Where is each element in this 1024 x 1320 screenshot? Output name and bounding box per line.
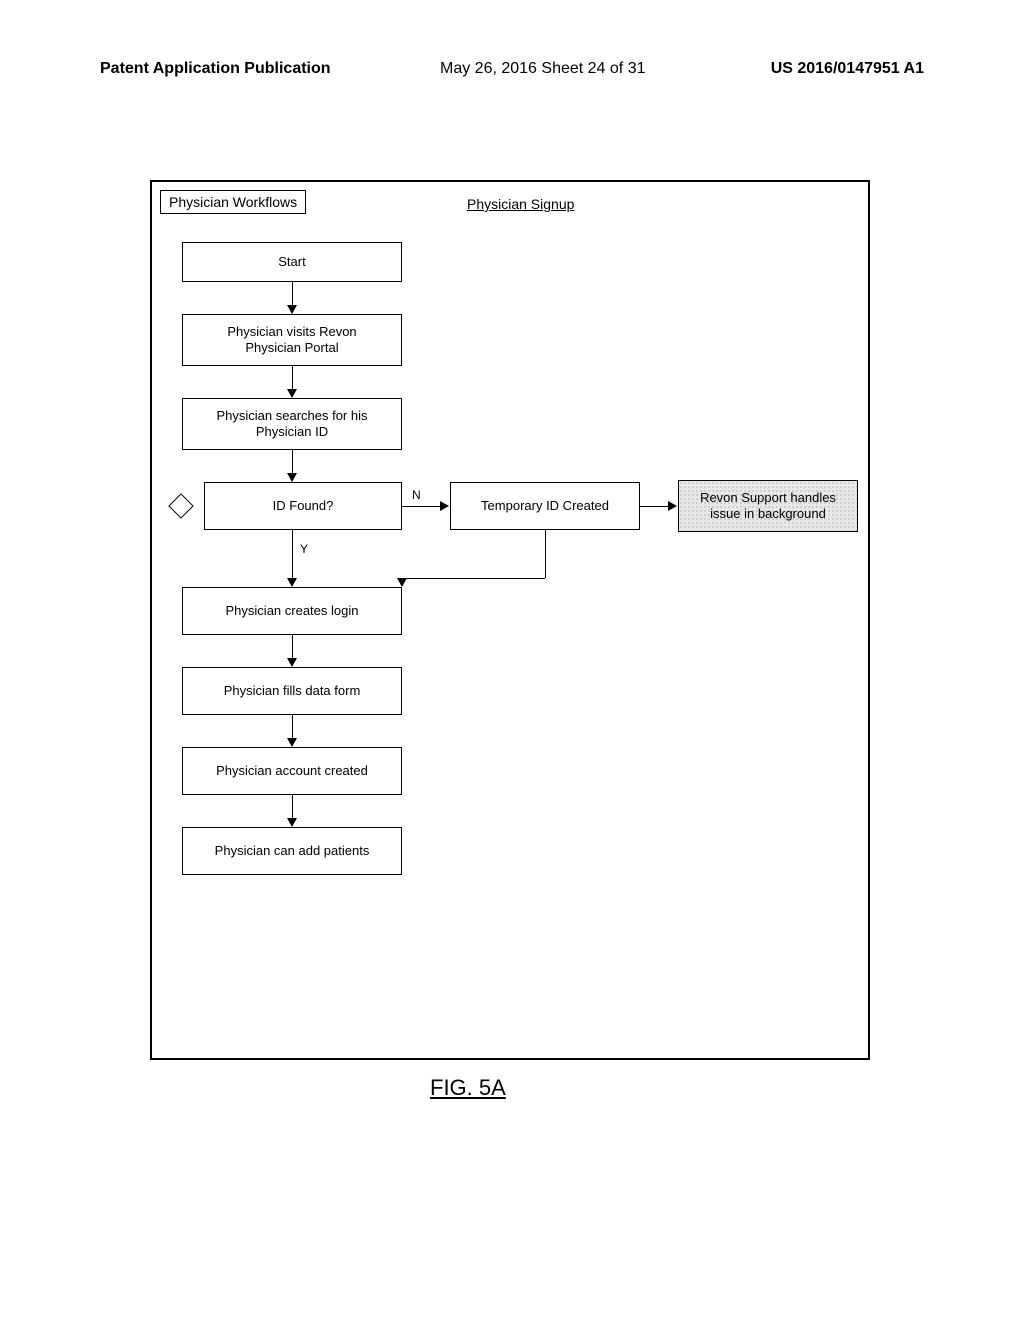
arrowhead-5 [287, 658, 297, 667]
tempid-to-support-arrowhead [668, 501, 677, 511]
arrow-1 [292, 282, 293, 307]
arrow-6 [292, 715, 293, 740]
tempid-down [545, 530, 546, 578]
arrowhead-7 [287, 818, 297, 827]
box-add: Physician can add patients [182, 827, 402, 875]
page: Patent Application Publication May 26, 2… [0, 0, 1024, 1320]
box-support: Revon Support handles issue in backgroun… [678, 480, 858, 532]
box-visit: Physician visits Revon Physician Portal [182, 314, 402, 366]
swimlane-left-label: Physician Workflows [160, 190, 306, 214]
n-arrowhead-1 [440, 501, 449, 511]
tempid-merge-arrowhead [397, 578, 407, 587]
decision-diamond-icon [168, 493, 193, 518]
tempid-to-support-line [640, 506, 670, 507]
y-arrowhead-1 [287, 578, 297, 587]
tempid-left-line [402, 578, 545, 579]
box-decision: ID Found? [204, 482, 402, 530]
arrowhead-1 [287, 305, 297, 314]
header-center: May 26, 2016 Sheet 24 of 31 [440, 60, 645, 78]
arrowhead-2 [287, 389, 297, 398]
header-right: US 2016/0147951 A1 [771, 60, 924, 78]
arrow-3 [292, 450, 293, 475]
arrow-2 [292, 366, 293, 391]
arrowhead-6 [287, 738, 297, 747]
arrow-5 [292, 635, 293, 660]
header-left: Patent Application Publication [100, 60, 331, 78]
n-line-1 [402, 506, 442, 507]
box-search: Physician searches for his Physician ID [182, 398, 402, 450]
box-tempid: Temporary ID Created [450, 482, 640, 530]
n-label: N [412, 488, 421, 502]
arrow-7 [292, 795, 293, 820]
box-login: Physician creates login [182, 587, 402, 635]
box-created: Physician account created [182, 747, 402, 795]
y-label: Y [300, 542, 308, 556]
box-form: Physician fills data form [182, 667, 402, 715]
arrowhead-3 [287, 473, 297, 482]
swimlane-center-label: Physician Signup [467, 196, 574, 212]
figure-label: FIG. 5A [430, 1075, 506, 1101]
y-line-1 [292, 530, 293, 580]
diagram-frame: Physician Workflows Physician Signup Sta… [150, 180, 870, 1060]
box-start: Start [182, 242, 402, 282]
